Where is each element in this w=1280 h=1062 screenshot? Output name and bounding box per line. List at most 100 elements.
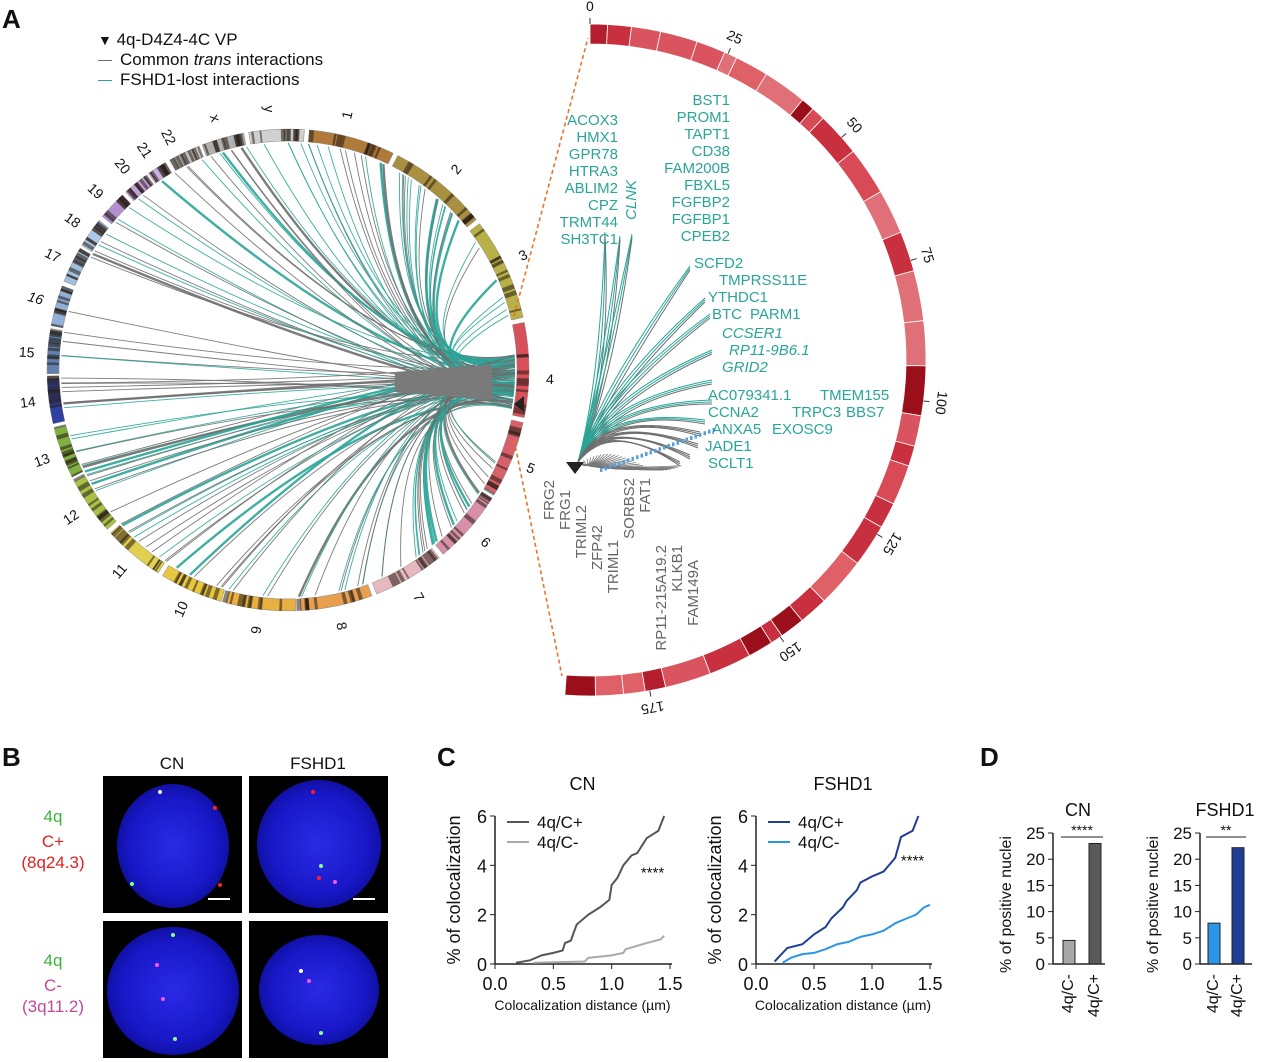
gene-bbs7: BBS7 <box>846 404 885 421</box>
chromosome-band <box>516 382 529 387</box>
legend-common-pre: Common <box>120 50 194 69</box>
chromosome-band <box>496 269 508 277</box>
gene-ccna2: CCNA2 <box>708 404 759 421</box>
chromosome-band <box>456 207 468 218</box>
chromosome-band <box>296 598 302 611</box>
chromosome-band <box>463 513 476 525</box>
chromosome-band <box>259 130 263 143</box>
chromosome-band <box>509 425 522 432</box>
gene-exosc9: EXOSC9 <box>772 421 833 438</box>
y-tick-label: 4 <box>477 856 487 876</box>
chr4-region-marker <box>708 429 711 434</box>
x-tick-label: 0.0 <box>482 974 507 994</box>
chromosome-band <box>498 273 511 282</box>
chromosome-band <box>47 354 60 360</box>
chromosome-band <box>422 552 434 566</box>
chromosome-band <box>241 594 248 608</box>
y-tick-label: 0 <box>1183 955 1192 974</box>
chromosome-band <box>248 595 253 609</box>
gene-ablim2: ABLIM2 <box>564 180 618 197</box>
chromosome-band <box>516 370 529 375</box>
legend-lost: FSHD1-lost interactions <box>98 70 323 90</box>
chromosome-band <box>134 181 146 194</box>
y-axis-label: % of positive nuclei <box>998 836 1015 973</box>
chromosome-band <box>97 221 108 230</box>
chr4-tick <box>876 533 883 538</box>
chromosome-band <box>67 462 80 470</box>
legend-vp-label: 4q-D4Z4-4C VP <box>116 30 238 49</box>
chromosome-band <box>427 178 437 190</box>
gene-ythdc1: YTHDC1 <box>708 289 769 306</box>
row1-locus: (8q24.3) <box>21 853 85 872</box>
chr4-region-marker <box>658 447 661 452</box>
chromosome-band <box>174 572 182 584</box>
chromosome-band <box>87 497 100 507</box>
chart-title: CN <box>570 774 596 794</box>
chromosome-band <box>212 139 221 153</box>
chromosome-band <box>51 323 64 328</box>
grey-line-icon <box>98 60 112 62</box>
chr4-region-marker <box>667 444 670 448</box>
chromosome-band <box>288 129 292 142</box>
chromosome-band <box>56 432 69 440</box>
chromosome-band <box>496 463 508 471</box>
y-tick-label: 25 <box>1026 824 1045 843</box>
chromosome-band <box>516 377 529 382</box>
chart-title: CN <box>1065 800 1091 820</box>
chr4-tick <box>910 258 917 261</box>
chromosome-band <box>355 587 364 601</box>
circos-plot <box>46 18 930 697</box>
fshd1-lost-interaction <box>129 207 515 361</box>
chr4-interaction <box>577 265 691 463</box>
chromosome-band <box>509 308 522 313</box>
chromosome-band <box>335 134 343 147</box>
chr4-region-marker <box>609 464 612 469</box>
chromosome-band <box>259 597 264 610</box>
chromosome-band <box>349 589 356 603</box>
chromosome-band <box>175 155 184 168</box>
chromosome-band <box>159 164 169 177</box>
panel-label-a: A <box>2 4 21 34</box>
common-interaction <box>76 399 512 453</box>
chromosome-band <box>443 193 455 205</box>
chromosome-band <box>154 560 163 572</box>
chromosome-band <box>193 147 200 160</box>
x-axis-label: Colocalization distance (µm) <box>755 997 931 1013</box>
legend-label: 4q/C- <box>798 833 840 852</box>
gene-fbxl5: FBXL5 <box>684 177 730 194</box>
chromosome-band <box>405 163 414 175</box>
chromosome-band <box>143 175 153 187</box>
chr4-region-marker <box>636 455 639 460</box>
panel-label-c: C <box>437 742 456 772</box>
chr4-tick <box>649 690 652 697</box>
chromosome-band <box>341 591 348 605</box>
gene-parm1: PARM1 <box>750 306 801 323</box>
chromosome-band <box>98 511 111 523</box>
y-tick-label: 0 <box>738 955 748 975</box>
chromosome-band <box>57 295 71 302</box>
gene-scfd2: SCFD2 <box>694 255 744 272</box>
gene-block-right: BST1 PROM1 TAPT1 CD38 FAM200B FBXL5 FGFBP2 FGFB… <box>610 92 730 245</box>
chromosome-band <box>91 501 103 512</box>
chr4-region-marker <box>703 431 706 436</box>
chromosome-band <box>85 236 98 246</box>
chromosome-band <box>308 129 315 143</box>
gene-hmx1: HMX1 <box>576 129 618 146</box>
chromosome-band <box>279 598 283 611</box>
significance-annotation: ** <box>1221 822 1232 838</box>
common-interaction <box>432 400 513 528</box>
chromosome-band <box>178 574 187 587</box>
x-axis-label: Colocalization distance (µm) <box>494 997 670 1013</box>
chromosome-band <box>156 166 165 179</box>
chr4-region-marker <box>622 460 625 464</box>
chr4-region-marker <box>618 461 621 466</box>
chromosome-band <box>49 332 62 338</box>
triangle-down-icon: ▼ <box>98 32 112 48</box>
chr4-region-marker <box>681 439 684 444</box>
col-header-fshd1: FSHD1 <box>290 754 346 773</box>
chromosome-band <box>157 165 167 178</box>
chromosome-band <box>114 529 127 542</box>
y-tick-label: 4 <box>738 856 748 876</box>
y-tick-label: 20 <box>1173 850 1192 869</box>
